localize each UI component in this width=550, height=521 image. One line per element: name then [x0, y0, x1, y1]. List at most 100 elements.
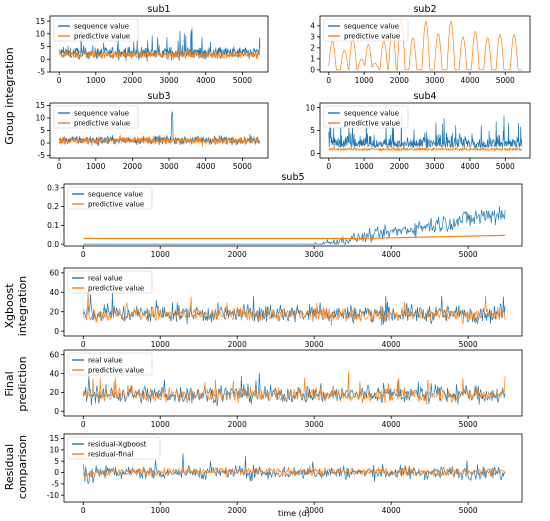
x-tick-label: 3000 — [425, 76, 444, 85]
y-tick-label: -5 — [38, 151, 46, 160]
y-tick-label: -10 — [47, 491, 59, 500]
legend-box — [53, 105, 139, 129]
x-tick-label: 2000 — [123, 76, 142, 85]
y-tick-label: 5 — [40, 126, 45, 135]
plot-frame — [49, 15, 269, 73]
series-line-2 — [328, 18, 523, 71]
x-tick-label: 5000 — [233, 162, 252, 171]
legend-label: real value — [88, 357, 123, 365]
y-tick-label: 5 — [40, 42, 45, 51]
row-label-xgboost-2: integration — [16, 276, 29, 336]
y-tick-label: 10 — [305, 103, 315, 112]
x-tick-label: 0 — [57, 76, 62, 85]
panel-7: 0 1000 2000 3000 4000 5000 0 20 40 60 real value pr… — [49, 349, 523, 429]
x-tick-label: 5000 — [233, 76, 252, 85]
x-tick-label: 1000 — [151, 250, 170, 259]
row-label-final-1: Final — [3, 371, 16, 396]
legend-label: predictive value — [344, 33, 400, 41]
x-tick-label: 0 — [326, 76, 331, 85]
x-tick-label: 2000 — [228, 340, 247, 349]
legend-label: predictive value — [74, 120, 130, 128]
x-tick-label: 4000 — [382, 420, 401, 429]
x-tick-label: 5000 — [459, 250, 478, 259]
x-tick-label: 3000 — [305, 340, 324, 349]
series-line-1 — [82, 373, 506, 407]
x-tick-label: 1000 — [151, 420, 170, 429]
x-tick-label: 0 — [57, 162, 62, 171]
series-line-2 — [58, 134, 261, 147]
y-tick-label: 5 — [310, 126, 315, 135]
y-tick-label: 10 — [49, 446, 59, 455]
y-tick-label: -5 — [38, 68, 46, 77]
x-tick-label: 0 — [81, 506, 86, 515]
y-tick-label: 0 — [54, 327, 59, 336]
x-tick-label: 2000 — [390, 162, 409, 171]
panel-3: 0 1000 2000 3000 4000 5000 -5 0 5 10 15 sub3 sequenc… — [35, 91, 269, 171]
legend-box — [67, 352, 153, 376]
x-tick-label: 4000 — [460, 162, 479, 171]
legend-label: sequence value — [344, 23, 399, 31]
series-line-2 — [82, 371, 506, 405]
y-tick-label: 3 — [310, 33, 315, 42]
legend-label: residual-Xgboost — [88, 441, 147, 449]
legend-label: residual-final — [88, 451, 133, 459]
x-tick-label: 0 — [81, 340, 86, 349]
x-tick-label: 2000 — [228, 420, 247, 429]
y-tick-label: 0.2 — [47, 202, 59, 211]
y-tick-label: 0 — [40, 55, 45, 64]
panel-6: 0 1000 2000 3000 4000 5000 0 20 40 60 real value pr… — [49, 267, 523, 349]
y-tick-label: 0 — [40, 139, 45, 148]
x-axis-label: time (d) — [278, 509, 310, 518]
panel-title: sub5 — [281, 172, 304, 183]
x-tick-label: 2000 — [123, 162, 142, 171]
panel-title: sub4 — [413, 91, 436, 102]
y-tick-label: 0.0 — [47, 240, 59, 249]
x-tick-label: 3000 — [160, 76, 179, 85]
y-tick-label: 40 — [49, 288, 59, 297]
series-line-2 — [82, 290, 506, 326]
series-line-2 — [83, 234, 506, 240]
y-tick-label: 0.3 — [47, 183, 59, 192]
y-tick-label: 20 — [49, 388, 59, 397]
series-line-2 — [328, 146, 523, 152]
x-tick-label: 1000 — [86, 162, 105, 171]
legend-box — [67, 186, 153, 210]
y-tick-label: -5 — [52, 480, 60, 489]
x-tick-label: 4000 — [382, 340, 401, 349]
legend-label: predictive value — [88, 201, 144, 209]
x-tick-label: 3000 — [425, 162, 444, 171]
x-tick-label: 5000 — [459, 340, 478, 349]
panel-8: 0 1000 2000 3000 4000 5000 -10 -5 0 5 10 15 residual… — [47, 433, 523, 515]
plot-frame — [63, 433, 523, 503]
panel-4: 0 1000 2000 3000 4000 5000 0 5 10 sub4 sequence va… — [305, 91, 531, 171]
legend-box — [67, 270, 153, 294]
y-tick-label: 0.1 — [47, 221, 59, 230]
x-tick-label: 2000 — [228, 250, 247, 259]
x-tick-label: 0 — [326, 162, 331, 171]
y-tick-label: 2 — [310, 44, 315, 53]
panel-2: 0 1000 2000 3000 4000 5000 0 1 2 3 4 sub2 sequence v… — [310, 4, 531, 85]
x-tick-label: 5000 — [496, 162, 515, 171]
x-tick-label: 4000 — [460, 76, 479, 85]
legend-label: sequence value — [88, 191, 143, 199]
series-line-1 — [83, 206, 506, 245]
legend-label: predictive value — [344, 120, 400, 128]
series-line-2 — [82, 465, 506, 480]
x-tick-label: 3000 — [305, 250, 324, 259]
series-line-1 — [82, 292, 506, 326]
x-tick-label: 1000 — [151, 340, 170, 349]
plot-frame — [63, 349, 523, 417]
y-tick-label: 60 — [49, 350, 59, 359]
legend-box — [67, 436, 161, 460]
series-line-1 — [328, 114, 523, 149]
legend-label: sequence value — [344, 110, 399, 118]
plot-frame — [319, 15, 531, 73]
panel-title: sub2 — [413, 4, 436, 15]
x-tick-label: 5000 — [496, 76, 515, 85]
row-label-final-2: prediction — [16, 356, 29, 411]
x-tick-label: 3000 — [305, 420, 324, 429]
x-tick-label: 2000 — [228, 506, 247, 515]
panel-1: 0 1000 2000 3000 4000 5000 -5 0 5 10 15 sub1 sequenc… — [35, 4, 269, 85]
y-tick-label: 15 — [49, 434, 59, 443]
